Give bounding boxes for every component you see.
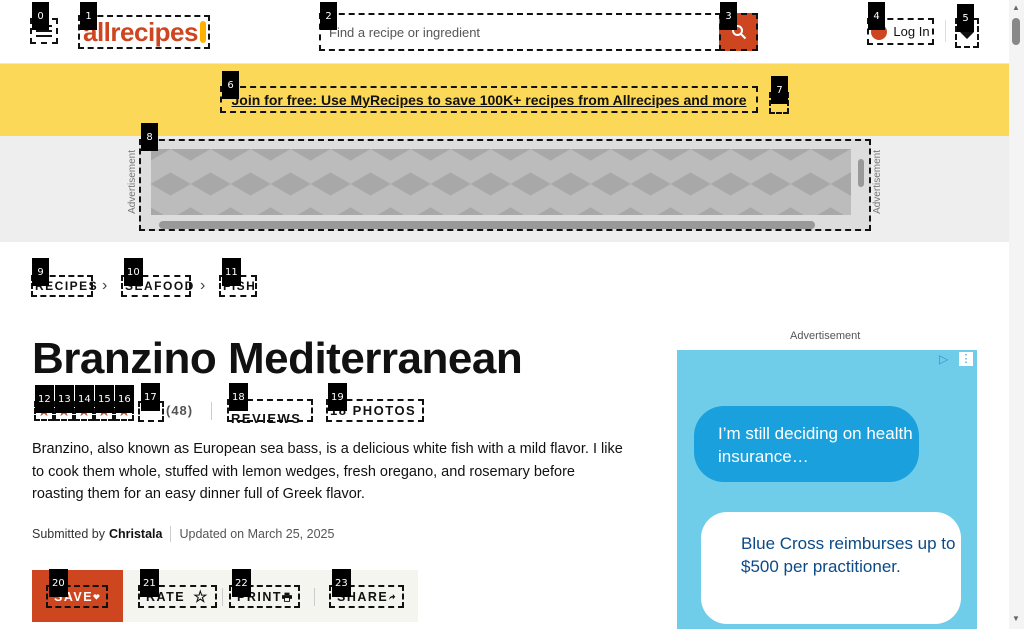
- join-link[interactable]: Join for free: Use MyRecipes to save 100…: [220, 86, 758, 113]
- marker-label: 17: [141, 383, 160, 411]
- side-advertisement[interactable]: ▷ ⋮ I’m still deciding on health insuran…: [677, 350, 977, 629]
- meta-divider: [211, 402, 212, 420]
- marker-label: 9: [32, 258, 49, 286]
- printer-icon: [282, 592, 292, 602]
- heart-icon: [93, 593, 100, 600]
- marker-label: 1: [80, 2, 97, 30]
- page-scrollbar[interactable]: ▲ ▼: [1009, 0, 1024, 629]
- marker-label: 16: [115, 385, 134, 413]
- rating-count: (48): [166, 403, 194, 418]
- action-divider: [314, 588, 315, 606]
- scroll-down-arrow-icon[interactable]: ▼: [1012, 614, 1020, 623]
- breadcrumb-recipes[interactable]: RECIPES: [31, 275, 97, 297]
- marker-label: 20: [49, 569, 68, 597]
- marker-label: 18: [229, 383, 248, 411]
- action-divider: [222, 588, 223, 606]
- ad-bubble-1: I’m still deciding on health insurance…: [694, 406, 919, 482]
- marker-label: 21: [140, 569, 159, 597]
- marker-label: 4: [868, 2, 885, 30]
- marker-label: 13: [55, 385, 74, 413]
- chevron-right-icon: ›: [102, 277, 108, 294]
- photos-link[interactable]: 18 PHOTOS: [326, 399, 424, 422]
- top-ad-frame[interactable]: [139, 139, 871, 231]
- ad-horizontal-scrollbar[interactable]: [159, 221, 815, 229]
- marker-label: 5: [957, 4, 974, 32]
- search-input[interactable]: [329, 24, 719, 40]
- chevron-right-icon: ›: [200, 277, 206, 294]
- ad-vertical-scrollbar[interactable]: [858, 159, 864, 187]
- share-icon: [389, 593, 396, 600]
- updated-date: Updated on March 25, 2025: [179, 527, 335, 541]
- search-icon: [731, 25, 746, 40]
- marker-label: 3: [720, 2, 737, 30]
- marker-label: 8: [141, 123, 158, 151]
- scroll-up-arrow-icon[interactable]: ▲: [1012, 3, 1020, 12]
- top-ad-strip: [0, 136, 1009, 242]
- adchoices-icon[interactable]: ▷: [939, 352, 949, 366]
- byline-divider: [170, 526, 172, 542]
- ad-placeholder-pattern: [151, 149, 851, 215]
- marker-label: 22: [232, 569, 251, 597]
- ad-label-left: Advertisement: [127, 150, 138, 214]
- marker-label: 7: [771, 76, 788, 104]
- marker-label: 6: [222, 71, 239, 99]
- site-logo-link[interactable]: allrecipes: [78, 15, 210, 49]
- site-logo: allrecipes: [83, 16, 198, 47]
- scroll-thumb[interactable]: [1012, 18, 1020, 45]
- marker-label: 10: [124, 258, 143, 286]
- submitted-by-label: Submitted by: [32, 527, 105, 541]
- marker-label: 0: [32, 2, 49, 30]
- author-link[interactable]: Christala: [108, 527, 163, 541]
- marker-label: 11: [222, 258, 241, 286]
- action-bar: SAVE RATE ☆ PRINT SHARE: [32, 570, 418, 622]
- marker-label: 19: [328, 383, 347, 411]
- ad-options-icon[interactable]: ⋮: [959, 352, 973, 366]
- marker-label: 23: [332, 569, 351, 597]
- recipe-description: Branzino, also known as European sea bas…: [32, 441, 623, 502]
- marker-label: 2: [320, 2, 337, 30]
- login-label: Log In: [893, 24, 930, 39]
- recipe-title: Branzino Mediterranean: [32, 334, 523, 383]
- join-banner: Join for free: Use MyRecipes to save 100…: [0, 64, 1009, 136]
- ad-label-right: Advertisement: [872, 150, 883, 214]
- marker-label: 14: [75, 385, 94, 413]
- byline: Submitted by Christala Updated on March …: [32, 526, 334, 542]
- star-outline-icon: ☆: [193, 588, 209, 606]
- side-ad-label: Advertisement: [790, 330, 861, 342]
- marker-label: 15: [95, 385, 114, 413]
- search-box[interactable]: [319, 13, 721, 51]
- marker-label: 12: [35, 385, 54, 413]
- ad-bubble-2: Blue Cross reimburses up to $500 per pra…: [701, 512, 961, 624]
- header-divider: [945, 20, 946, 42]
- logo-spoon-icon: [199, 21, 206, 43]
- site-header: allrecipes Log In: [0, 0, 1009, 64]
